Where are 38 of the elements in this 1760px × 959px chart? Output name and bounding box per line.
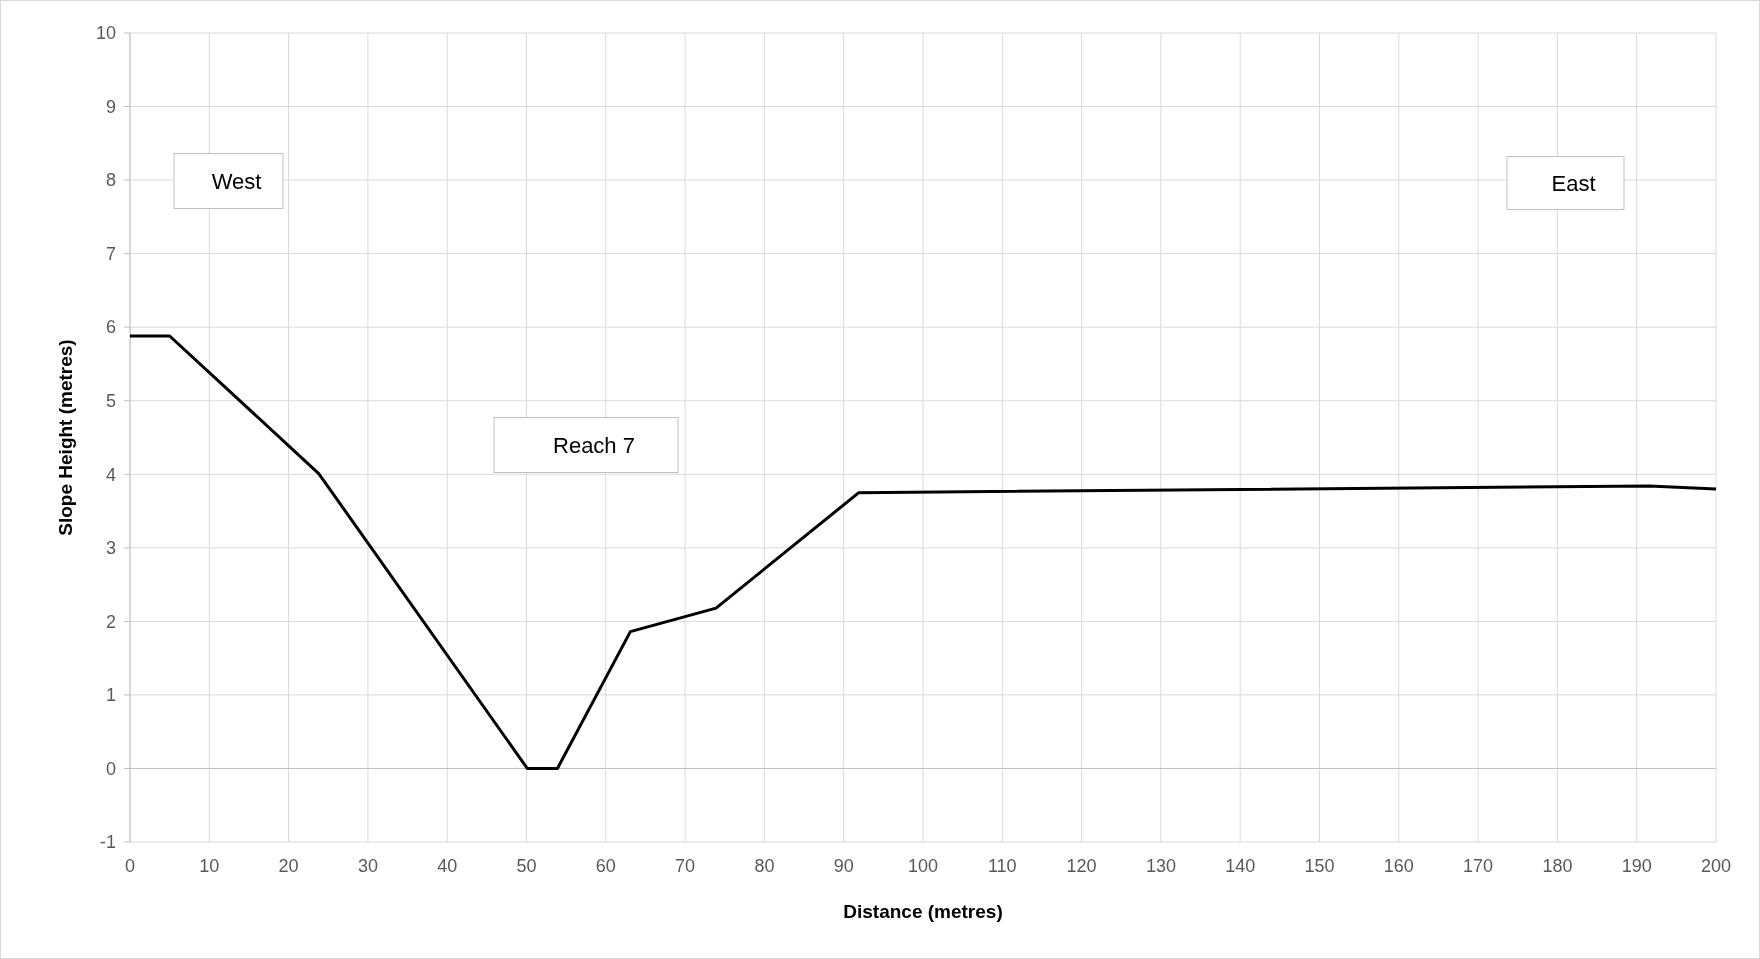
- y-tick-label: 10: [95, 23, 116, 44]
- x-tick-label: 180: [1542, 856, 1573, 876]
- y-tick-label: 0: [105, 758, 116, 779]
- x-tick-label: 200: [1700, 856, 1732, 876]
- y-tick-label: 9: [105, 96, 116, 117]
- x-tick-label: 120: [1066, 856, 1097, 876]
- x-tick-label: 50: [516, 856, 537, 876]
- y-tick-label: 4: [105, 464, 116, 485]
- x-tick-label: 30: [357, 856, 378, 876]
- y-tick-label: 1: [105, 685, 116, 706]
- x-tick-label: 40: [437, 856, 458, 876]
- x-tick-label: 20: [278, 856, 299, 876]
- x-axis-title: Distance (metres): [843, 901, 1003, 922]
- x-tick-label: 90: [833, 856, 854, 876]
- x-tick-label: 70: [675, 856, 696, 876]
- x-tick-label: 130: [1145, 856, 1176, 876]
- x-tick-label: 60: [595, 856, 616, 876]
- annotation: East: [1551, 170, 1596, 196]
- y-tick-label: 6: [105, 317, 116, 338]
- y-tick-label: 3: [105, 538, 116, 559]
- x-tick-label: 10: [199, 856, 220, 876]
- x-tick-label: 140: [1225, 856, 1256, 876]
- x-tick-label: 160: [1383, 856, 1414, 876]
- x-tick-label: 170: [1463, 856, 1494, 876]
- x-tick-label: 0: [124, 856, 136, 876]
- y-tick-label: 5: [105, 391, 116, 412]
- x-tick-label: 80: [754, 856, 775, 876]
- x-tick-label: 190: [1621, 856, 1652, 876]
- annotation: West: [211, 168, 262, 194]
- y-tick-label: 2: [105, 611, 116, 632]
- annotation: Reach 7: [553, 432, 635, 458]
- x-tick-label: 110: [987, 856, 1017, 876]
- x-tick-label: 100: [907, 856, 939, 876]
- y-tick-label: -1: [99, 832, 116, 853]
- y-axis-title: Slope Height (metres): [55, 339, 76, 536]
- y-tick-label: 7: [105, 243, 116, 264]
- x-tick-label: 150: [1304, 856, 1335, 876]
- y-tick-label: 8: [105, 170, 116, 191]
